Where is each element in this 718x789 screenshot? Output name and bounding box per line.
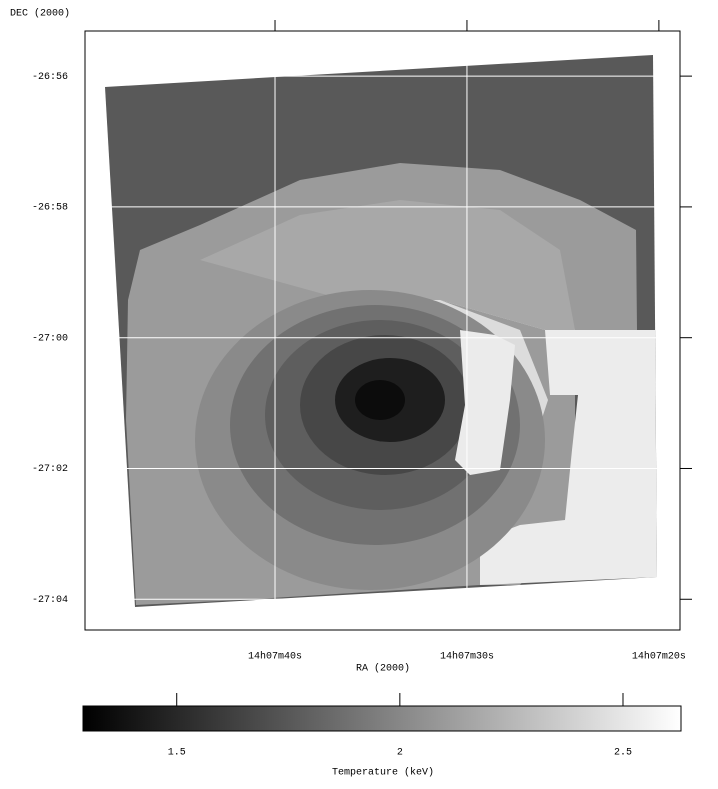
colorbar [82,705,682,732]
x-tick-label: 14h07m30s [440,651,494,663]
y-tick-label: -26:56 [32,72,68,83]
plot-frame [84,30,681,631]
y-axis-label: DEC (2000) [10,8,70,20]
colorbar-tick-label: 1.5 [168,748,186,759]
y-tick-label: -27:02 [32,464,68,475]
y-tick-label: -27:00 [32,333,68,344]
map-region [200,200,575,330]
grid [85,31,680,630]
y-tick-label: -26:58 [32,203,68,214]
colorbar-label: Temperature (keV) [332,767,434,779]
colorbar-tick-label: 2 [397,748,403,759]
colorbar-tick-label: 2.5 [614,748,632,759]
temperature-map [105,55,657,607]
map-region [440,300,657,585]
x-tick-label: 14h07m40s [248,651,302,663]
map-region [355,380,405,420]
x-tick-label: 14h07m20s [632,651,686,663]
x-axis-label: RA (2000) [356,663,410,675]
map-region [455,330,515,475]
y-tick-label: -27:04 [32,595,68,606]
